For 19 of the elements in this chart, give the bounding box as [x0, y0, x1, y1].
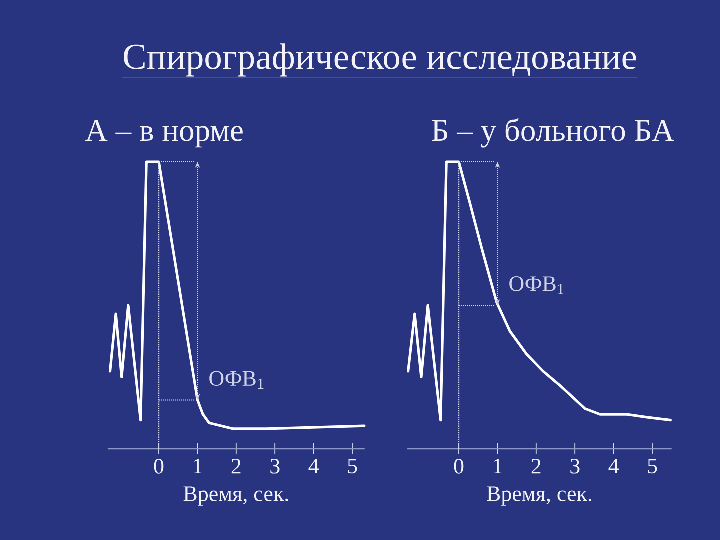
x-tick-label: 4 [608, 459, 619, 474]
x-axis-title: Время, сек. [184, 486, 288, 506]
x-tick-label: 5 [348, 459, 358, 474]
x-tick-label: 1 [494, 459, 502, 474]
x-tick-label: 2 [232, 459, 241, 474]
chart-title: Спирографическое исследование [124, 44, 636, 77]
x-tick-label: 0 [154, 459, 164, 474]
x-tick-label: 2 [532, 459, 541, 474]
annotation: ОФВ$_{1}$ [510, 276, 564, 294]
chart-subtitle: А – в норме [86, 120, 243, 148]
x-tick-label: 5 [648, 459, 658, 474]
x-tick-label: 4 [308, 459, 319, 474]
x-tick-label: 0 [454, 459, 464, 474]
x-axis-title: Время, сек. [487, 486, 592, 506]
annotation: ОФВ$_{1}$ [210, 371, 264, 389]
x-tick-label: 1 [194, 459, 202, 474]
x-tick-label: 3 [570, 459, 580, 474]
x-tick-label: 3 [270, 459, 280, 474]
chart-subtitle: Б – у больного БА [432, 118, 674, 148]
